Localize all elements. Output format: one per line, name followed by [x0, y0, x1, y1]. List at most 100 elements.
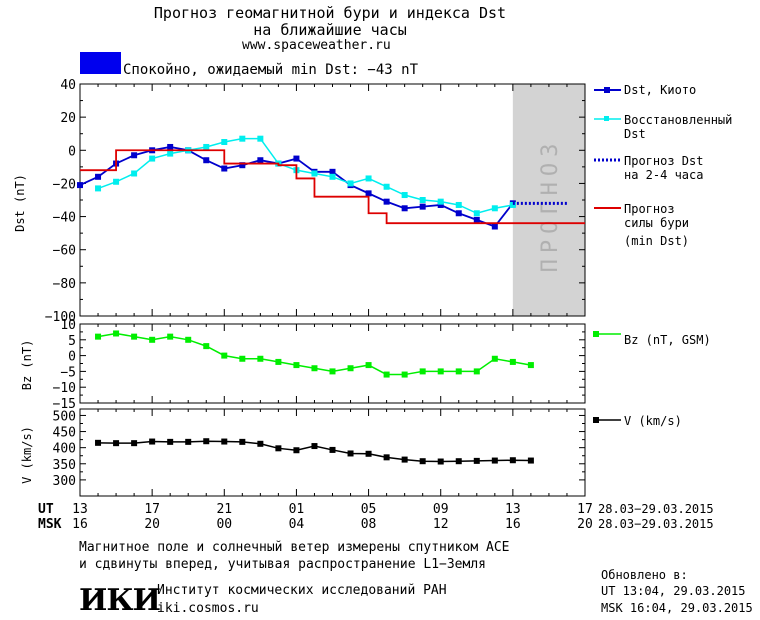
dst-point [401, 205, 408, 212]
legend-bz: Bz (nT, GSM) [624, 333, 711, 347]
restored-point [239, 135, 246, 142]
v-axis-title: V (km/s) [20, 426, 34, 484]
bz-point [113, 330, 120, 337]
ut-date-range: 28.03−29.03.2015 [598, 502, 714, 516]
chart-subtitle: на ближайшие часы [253, 21, 407, 39]
y-tick-label: 300 [53, 474, 76, 489]
forecast-band-label: ПРОГНОЗ [538, 138, 563, 273]
ut-tick-label: 01 [289, 502, 305, 517]
dst-point [383, 198, 390, 205]
dst-point [167, 143, 174, 150]
bz-point [473, 368, 480, 375]
ut-tick-label: 17 [144, 502, 160, 517]
restored-point [131, 170, 138, 177]
dst-point [239, 162, 246, 169]
bz-point [365, 362, 372, 369]
dst-point [221, 165, 228, 172]
legend-forecast: Прогноз Dst на 2-4 часа [624, 154, 703, 182]
dst-point [419, 203, 426, 210]
dst-point [257, 157, 264, 164]
restored-point [419, 197, 426, 203]
footnote-line2: и сдвинуты вперед, учитывая распростране… [79, 557, 486, 572]
bz-point [329, 368, 336, 375]
restored-point [203, 143, 210, 150]
bz-point [131, 333, 138, 340]
v-point [383, 454, 390, 461]
msk-tick-label: 20 [577, 517, 593, 532]
msk-tick-label: 16 [72, 517, 88, 532]
v-point [311, 443, 318, 450]
ut-tick-label: 17 [577, 502, 593, 517]
restored-point [401, 192, 408, 199]
msk-tick-label: 00 [216, 517, 232, 532]
status-text: Спокойно, ожидаемый min Dst: −43 nT [123, 62, 419, 78]
v-point [419, 458, 426, 465]
dst-point [77, 182, 83, 189]
y-tick-label: 0 [68, 144, 76, 159]
dst-point [455, 210, 462, 217]
ut-tick-label: 21 [216, 502, 232, 517]
v-point [527, 457, 534, 464]
bz-point [455, 368, 462, 375]
y-tick-label: −60 [53, 244, 76, 259]
bz-point [383, 371, 390, 378]
dst-axis-title: Dst (nT) [13, 174, 27, 232]
bz-frame [79, 323, 586, 404]
y-tick-label: −10 [53, 381, 76, 396]
restored-point [167, 150, 174, 157]
v-point [275, 445, 282, 452]
msk-tick-label: 04 [289, 517, 305, 532]
y-tick-label: 450 [53, 426, 76, 441]
y-tick-label: 500 [53, 409, 76, 424]
footnote-line1: Магнитное поле и солнечный ветер измерен… [79, 540, 510, 555]
v-point [347, 450, 354, 457]
bz-point [527, 362, 534, 369]
bz-point [275, 358, 282, 365]
y-tick-label: 0 [68, 350, 76, 365]
legend-dst: Dst, Киото [624, 83, 696, 97]
v-point [239, 438, 246, 445]
bz-point [185, 336, 192, 343]
bz-point [401, 371, 408, 378]
v-point [365, 450, 372, 457]
ut-tick-label: 05 [361, 502, 377, 517]
bz-point [257, 355, 264, 362]
msk-axis-label: MSK [38, 517, 62, 532]
bz-point [491, 355, 498, 362]
restored-line [97, 137, 513, 215]
v-point [473, 457, 480, 464]
restored-point [329, 173, 336, 180]
bz-point [437, 368, 444, 375]
forecast-band [512, 84, 585, 316]
institute-name: Институт космических исследований РАН [157, 583, 447, 598]
site-url[interactable]: www.spaceweather.ru [242, 38, 391, 53]
dst-panel: 40 20 0 −20 −40 −60 −80 −100 [45, 78, 586, 325]
v-point [95, 439, 102, 446]
v-point [437, 458, 444, 465]
y-tick-label: −100 [45, 310, 76, 325]
legend-restored: Восстановленный Dst [624, 113, 732, 141]
dst-point [131, 152, 138, 159]
institute-site[interactable]: iki.cosmos.ru [157, 601, 259, 616]
dst-point [365, 190, 372, 197]
dst-point [329, 168, 336, 175]
dst-point [491, 223, 498, 230]
bz-point [311, 365, 318, 372]
restored-point [491, 205, 498, 212]
y-tick-label: −40 [53, 211, 76, 226]
v-point [131, 440, 138, 447]
iki-logo: ИКИ [79, 583, 161, 618]
legend: Dst, Киото Восстановленный Dst Прогноз Ds… [593, 83, 732, 428]
v-point [293, 447, 300, 454]
msk-tick-label: 12 [433, 517, 449, 532]
bz-point [509, 358, 516, 365]
updated-ut: UT 13:04, 29.03.2015 [601, 584, 746, 598]
bz-point [221, 352, 228, 359]
v-point [149, 438, 156, 445]
y-tick-label: 10 [60, 318, 76, 333]
y-tick-label: 40 [60, 78, 76, 93]
bz-point [203, 343, 210, 350]
y-tick-label: 400 [53, 442, 76, 457]
